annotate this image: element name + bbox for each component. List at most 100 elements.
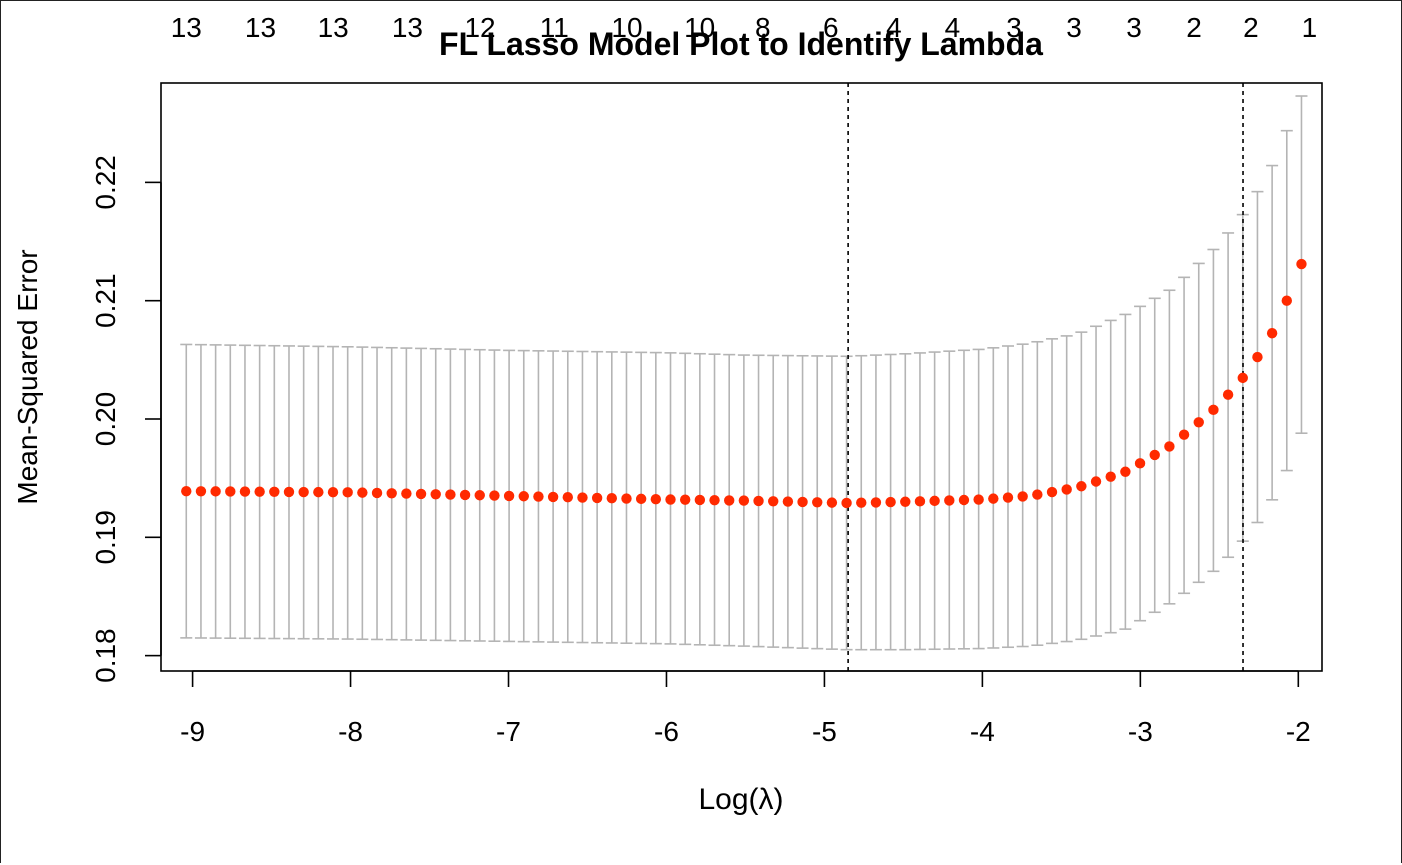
- top-axis-label: 6: [823, 12, 839, 43]
- mse-point: [870, 497, 882, 508]
- mse-point: [635, 493, 647, 505]
- mse-point: [1252, 351, 1263, 363]
- mse-point: [768, 496, 779, 507]
- mse-point: [254, 486, 265, 497]
- y-tick-label: 0.22: [90, 155, 121, 210]
- top-axis-label: 10: [684, 12, 715, 43]
- mse-point: [1002, 492, 1014, 503]
- top-axis-label: 4: [886, 12, 902, 43]
- top-axis-label: 3: [1066, 12, 1082, 43]
- top-axis-label: 2: [1186, 12, 1202, 43]
- x-tick-label: -9: [180, 716, 205, 747]
- mse-point: [650, 494, 662, 505]
- mse-point: [1017, 491, 1028, 502]
- mse-point: [342, 487, 353, 498]
- mse-point: [753, 495, 764, 507]
- mse-point: [738, 495, 750, 506]
- error-bars-layer: [180, 95, 1308, 651]
- mse-point: [415, 488, 427, 500]
- top-axis-label: 12: [464, 12, 495, 43]
- y-tick-label: 0.18: [90, 628, 121, 683]
- mse-point: [459, 489, 471, 501]
- mse-point: [547, 491, 559, 503]
- mse-point: [1208, 404, 1219, 416]
- mse-point: [694, 494, 706, 506]
- mse-point: [988, 493, 999, 504]
- mse-point: [1281, 295, 1292, 306]
- mse-point: [313, 486, 324, 498]
- plot-box: [160, 82, 1323, 672]
- x-tick-label: -3: [1128, 716, 1153, 747]
- x-tick-label: -2: [1286, 716, 1311, 747]
- reference-lines-layer: [847, 83, 1244, 671]
- mse-point: [269, 486, 280, 498]
- mse-point: [885, 496, 896, 508]
- mse-point: [841, 497, 852, 509]
- mse-point: [782, 496, 794, 507]
- mse-point: [812, 497, 823, 508]
- top-axis-label: 8: [755, 12, 771, 43]
- mse-point: [1164, 441, 1175, 452]
- mse-point: [665, 494, 676, 505]
- mse-point: [1296, 258, 1307, 270]
- mse-point: [283, 486, 295, 498]
- mse-point: [1105, 471, 1116, 482]
- mse-point: [1149, 449, 1160, 461]
- mse-point: [533, 491, 544, 502]
- y-tick-label: 0.20: [90, 392, 121, 447]
- mse-point: [386, 488, 397, 499]
- top-axis-label: 11: [540, 12, 569, 43]
- mse-point: [298, 486, 309, 498]
- x-tick-label: -4: [970, 716, 995, 747]
- mse-point: [826, 497, 838, 508]
- mse-point: [1222, 389, 1234, 400]
- mse-point: [856, 497, 867, 508]
- top-axis-label: 4: [945, 12, 961, 43]
- mse-point: [900, 496, 911, 507]
- y-tick-label: 0.21: [90, 273, 121, 328]
- mse-point: [430, 489, 441, 500]
- mse-point: [489, 490, 500, 501]
- x-tick-label: -7: [496, 716, 521, 747]
- mse-point: [591, 492, 603, 504]
- mse-point: [958, 494, 970, 506]
- mse-point: [1237, 372, 1248, 384]
- mse-point: [371, 487, 383, 499]
- top-axis-label: 13: [392, 12, 423, 43]
- mse-point: [1090, 476, 1102, 487]
- top-axis-label: 13: [171, 12, 202, 43]
- mse-point: [577, 492, 588, 503]
- mse-point: [210, 486, 221, 497]
- mse-point: [445, 489, 456, 500]
- x-tick-label: -6: [654, 716, 679, 747]
- mse-point: [401, 488, 412, 499]
- mse-point: [1076, 481, 1087, 492]
- mse-point: [679, 494, 691, 505]
- mse-point: [929, 495, 940, 507]
- mse-point: [503, 490, 515, 502]
- mse-point: [723, 495, 735, 506]
- mse-point: [562, 492, 573, 503]
- mse-point: [225, 486, 236, 497]
- mse-point: [1178, 429, 1190, 440]
- y-axis-label: Mean-Squared Error: [12, 249, 43, 504]
- mse-point: [327, 487, 339, 498]
- top-axis-label: 10: [611, 12, 642, 43]
- y-tick-label: 0.19: [90, 510, 121, 565]
- mse-point: [1266, 327, 1278, 339]
- mse-point: [181, 485, 192, 497]
- top-axis-label: 1: [1302, 12, 1318, 43]
- mse-point: [709, 494, 720, 506]
- top-axis-label: 3: [1126, 12, 1142, 43]
- mse-point: [1193, 417, 1204, 428]
- mse-point: [973, 494, 984, 505]
- mse-points-layer: [181, 258, 1307, 509]
- chart-title: FL Lasso Model Plot to Identify Lambda: [439, 26, 1043, 62]
- mse-point: [195, 486, 207, 497]
- x-axis-label: Log(λ): [698, 783, 783, 816]
- mse-point: [518, 491, 529, 502]
- mse-point: [357, 487, 368, 498]
- mse-point: [474, 490, 485, 501]
